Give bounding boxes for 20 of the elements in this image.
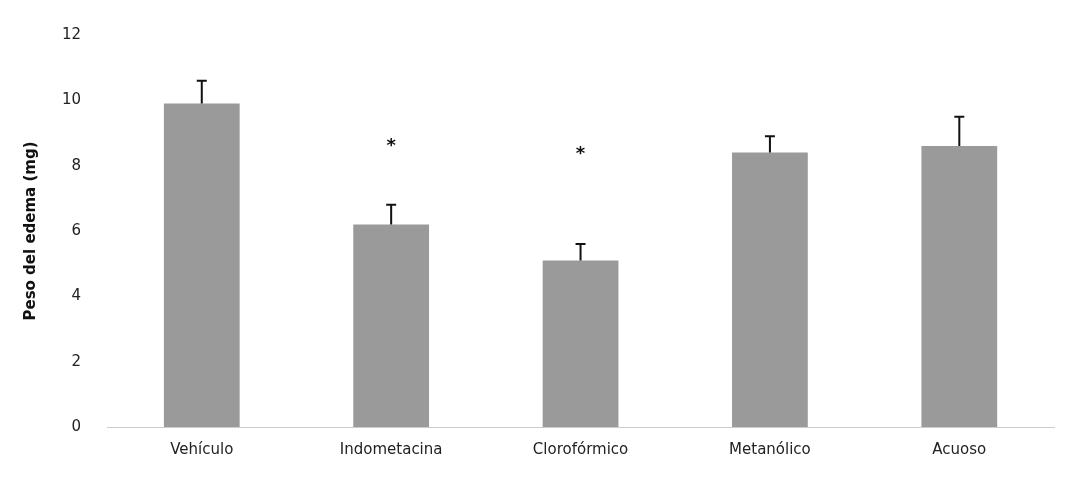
y-tick-label: 2 — [71, 351, 82, 370]
y-tick-label: 10 — [61, 90, 82, 109]
bar — [921, 146, 998, 427]
x-tick-label: Vehículo — [170, 439, 234, 458]
x-tick-label: Clorofórmico — [532, 439, 629, 458]
y-tick-label: 12 — [61, 24, 82, 43]
y-axis-title: Peso del edema (mg) — [20, 141, 39, 321]
annotation: * — [575, 142, 586, 164]
y-tick-label: 0 — [71, 416, 82, 435]
x-tick-label: Metanólico — [729, 439, 811, 458]
y-tick-label: 8 — [71, 155, 82, 174]
y-tick-label: 6 — [71, 220, 82, 239]
x-tick-label: Acuoso — [932, 439, 987, 458]
annotation: * — [386, 134, 397, 156]
x-tick-label: Indometacina — [339, 439, 443, 458]
bar — [353, 224, 430, 427]
bar — [732, 152, 808, 427]
bar — [163, 103, 240, 427]
bar — [542, 260, 619, 427]
y-tick-label: 4 — [71, 286, 82, 305]
